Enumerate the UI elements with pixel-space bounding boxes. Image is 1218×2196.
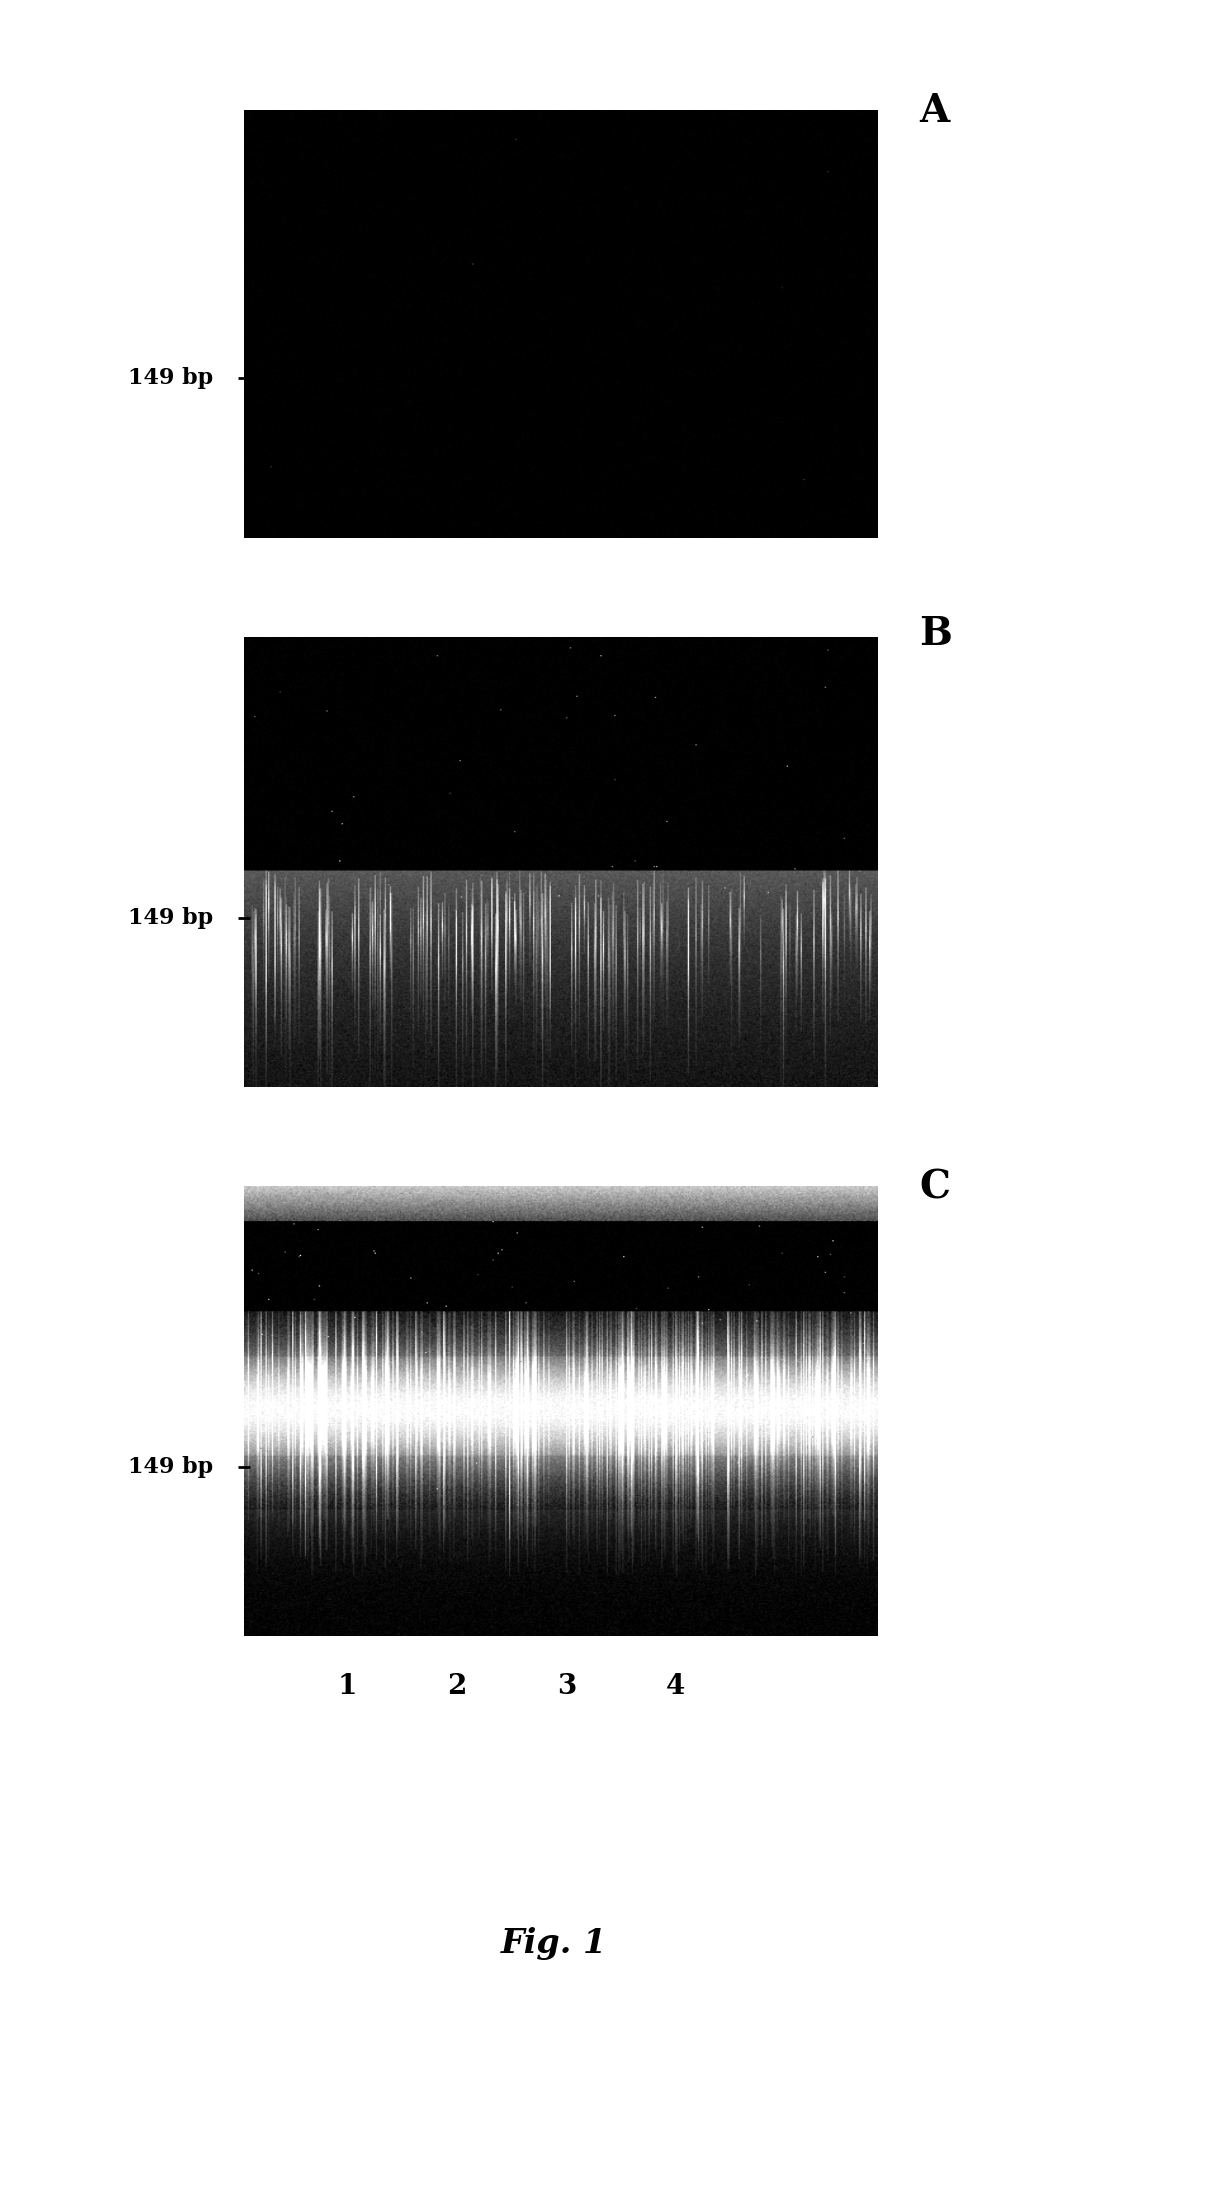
Text: C: C (920, 1168, 950, 1206)
Text: 3: 3 (557, 1673, 576, 1700)
Text: 1: 1 (337, 1673, 357, 1700)
Text: A: A (920, 92, 950, 130)
Text: Fig. 1: Fig. 1 (501, 1926, 608, 1961)
Text: 4: 4 (666, 1673, 686, 1700)
Text: 2: 2 (447, 1673, 466, 1700)
Text: B: B (920, 615, 952, 652)
Text: 149 bp: 149 bp (128, 1456, 213, 1478)
Text: 149 bp: 149 bp (128, 367, 213, 389)
Text: 149 bp: 149 bp (128, 907, 213, 929)
